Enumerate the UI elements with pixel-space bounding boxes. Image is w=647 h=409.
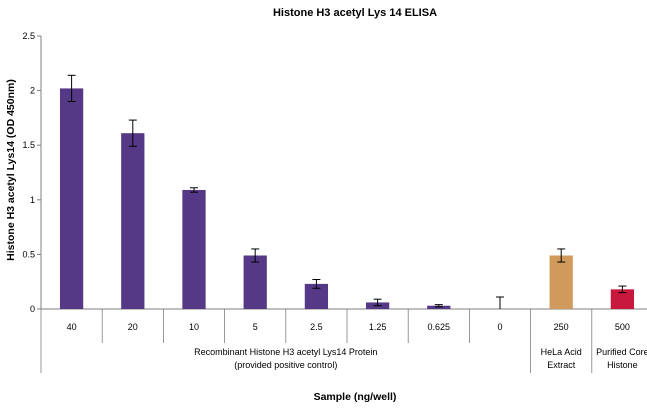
group-label-line2: Extract bbox=[547, 360, 576, 370]
y-tick-label: 2.5 bbox=[22, 31, 35, 41]
group-label-line1: Recombinant Histone H3 acetyl Lys14 Prot… bbox=[194, 347, 377, 357]
bar bbox=[182, 189, 206, 309]
bar bbox=[59, 88, 84, 309]
error-bar bbox=[190, 187, 198, 193]
group-label-line2: (provided positive control) bbox=[234, 360, 337, 370]
error-bar bbox=[67, 74, 76, 103]
bar bbox=[121, 133, 145, 309]
error-bar bbox=[373, 298, 382, 307]
y-tick-label: 0 bbox=[30, 304, 35, 314]
bars bbox=[59, 88, 635, 309]
chart-title: Histone H3 acetyl Lys 14 ELISA bbox=[273, 7, 437, 19]
category-groups: Recombinant Histone H3 acetyl Lys14 Prot… bbox=[40, 343, 647, 373]
x-axis-label: Sample (ng/well) bbox=[314, 391, 397, 403]
y-tick-label: 1 bbox=[30, 195, 35, 205]
error-bar bbox=[434, 304, 443, 308]
y-axis: 0 0.5 1 1.5 2 2.5 bbox=[22, 31, 42, 314]
group-label-line1: Purified Core bbox=[596, 347, 647, 357]
x-tick-label: 1.25 bbox=[369, 322, 387, 332]
bar bbox=[549, 255, 573, 309]
y-tick-label: 1.5 bbox=[22, 140, 35, 150]
bar bbox=[427, 305, 451, 309]
x-tick-label: 20 bbox=[128, 322, 138, 332]
y-tick-label: 0.5 bbox=[22, 249, 35, 259]
x-tick-label: 10 bbox=[189, 322, 199, 332]
group-label-line1: HeLa Acid bbox=[541, 347, 582, 357]
error-bars bbox=[67, 74, 627, 309]
error-bar bbox=[496, 296, 504, 309]
error-bar bbox=[251, 248, 260, 263]
bar bbox=[243, 255, 267, 309]
error-bar bbox=[557, 248, 566, 263]
x-tick-label: 5 bbox=[253, 322, 258, 332]
y-axis-label: Histone H3 acetyl Lys14 (OD 450nm) bbox=[5, 79, 17, 261]
bar bbox=[304, 283, 329, 309]
tick-labels: 40 20 10 5 2.5 1.25 0.625 0 250 500 bbox=[67, 322, 630, 332]
x-tick-label: 250 bbox=[554, 322, 569, 332]
error-bar bbox=[312, 279, 321, 289]
x-tick-label: 40 bbox=[67, 322, 77, 332]
x-tick-label: 0.625 bbox=[428, 322, 451, 332]
error-bar bbox=[618, 285, 627, 294]
x-tick-label: 500 bbox=[615, 322, 630, 332]
y-tick-label: 2 bbox=[30, 86, 35, 96]
group-label-line2: Histone bbox=[607, 360, 638, 370]
x-tick-label: 2.5 bbox=[310, 322, 323, 332]
error-bar bbox=[128, 119, 137, 147]
x-tick-label: 0 bbox=[497, 322, 502, 332]
bar bbox=[610, 289, 635, 309]
